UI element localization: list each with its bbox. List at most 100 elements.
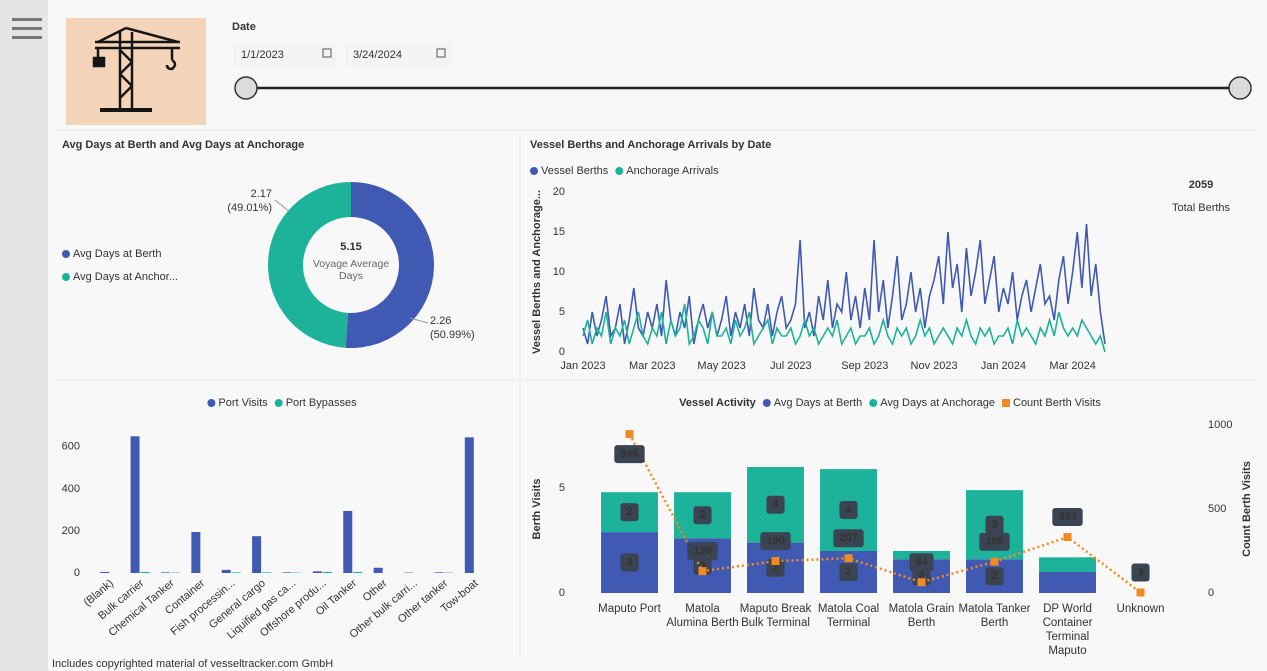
legend-label: Avg Days at Anchorage xyxy=(880,397,995,409)
menu-bar xyxy=(12,27,42,30)
bar xyxy=(231,572,241,573)
data-label-box xyxy=(912,567,931,586)
legend-marker xyxy=(615,167,624,175)
center-value: 5.15 xyxy=(340,241,361,253)
data-label: 333 xyxy=(1058,511,1076,523)
y2-axis-label: Count Berth Visits xyxy=(1241,461,1253,557)
y-tick-label: 400 xyxy=(62,483,80,495)
x-tick-label-box: Unknown xyxy=(1116,603,1165,615)
line-marker xyxy=(1063,533,1072,542)
data-label-box xyxy=(909,553,934,572)
y-tick-label: 5 xyxy=(559,482,565,494)
x-tick-label: May 2023 xyxy=(697,360,745,372)
logo xyxy=(66,18,206,125)
data-label: 130 xyxy=(693,545,711,557)
y-tick-label: 0 xyxy=(559,587,565,599)
line-series xyxy=(628,433,1142,594)
data-label-box xyxy=(839,501,858,520)
menu-button[interactable] xyxy=(12,18,42,39)
y-axis-label: Vessel Berths and Anchorage... xyxy=(531,190,543,354)
legend-label: Avg Days at Berth xyxy=(73,248,161,260)
slider-handle[interactable] xyxy=(234,76,258,100)
legend-marker xyxy=(869,399,878,407)
data-label-box xyxy=(979,532,1010,551)
legend-label: Anchorage Arrivals xyxy=(626,165,719,177)
end-date-input[interactable]: 3/24/2024 xyxy=(345,42,452,67)
chart-title: Avg Days at Berth and Avg Days at Anchor… xyxy=(62,139,304,151)
bar xyxy=(282,572,292,573)
start-date-input[interactable]: 1/1/2023 xyxy=(233,42,336,67)
menu-bar xyxy=(12,36,42,39)
data-label: 2 xyxy=(918,570,924,582)
data-label: 2 xyxy=(626,506,632,518)
line-marker xyxy=(1136,588,1145,597)
data-label: 64 xyxy=(915,556,928,568)
x-tick-label-box: Maputo Break Bulk Terminal xyxy=(740,603,812,629)
data-label-box xyxy=(1131,563,1150,582)
data-label-box xyxy=(839,563,858,581)
crane-icon xyxy=(92,26,180,112)
data-label: 2.17 xyxy=(251,188,272,200)
legend-label: Vessel Berths xyxy=(541,165,609,177)
x-tick-label: Unknown xyxy=(1116,603,1165,615)
data-label: 3 xyxy=(1137,566,1143,578)
logo-background xyxy=(66,18,206,125)
bar xyxy=(100,571,110,573)
legend-marker xyxy=(62,273,70,281)
data-label: 4 xyxy=(845,504,852,516)
data-label: 4 xyxy=(772,499,779,511)
x-tick-label-box: Matola Tanker Berth xyxy=(958,603,1030,629)
y-tick-label: 0 xyxy=(74,567,80,579)
line-marker xyxy=(917,578,926,587)
x-tick-label: Nov 2023 xyxy=(911,360,958,372)
legend-marker xyxy=(1002,399,1011,407)
line-marker xyxy=(625,430,634,439)
x-tick-label: Jan 2024 xyxy=(981,360,1026,372)
y-tick-label: 15 xyxy=(553,226,565,238)
bar xyxy=(373,567,383,573)
line-series xyxy=(582,303,1106,353)
legend-marker xyxy=(530,167,538,175)
x-tick-label-box: Matola Grain Berth xyxy=(889,603,955,629)
bar xyxy=(464,437,474,573)
data-label-box xyxy=(687,542,718,561)
x-tick-label-box: Maputo Port xyxy=(598,603,661,615)
menu-bar xyxy=(12,18,42,21)
legend-marker xyxy=(62,250,70,258)
line-marker xyxy=(990,557,999,566)
legend-label: Avg Days at Berth xyxy=(774,397,862,409)
donut-slice xyxy=(268,182,351,348)
bar xyxy=(252,536,262,573)
data-label-box xyxy=(766,495,785,514)
data-label-box xyxy=(1052,508,1083,527)
data-label: (50.99%) xyxy=(430,329,475,341)
y2-tick-label: 0 xyxy=(1208,587,1214,599)
bar xyxy=(160,572,170,573)
y-tick-label: 200 xyxy=(62,525,80,537)
y-tick-label: 5 xyxy=(559,306,565,318)
kpi-value: 2059 xyxy=(1189,179,1213,191)
donut-slice xyxy=(345,182,435,348)
data-label-box xyxy=(985,567,1004,586)
center-label-box: Voyage Average Days xyxy=(313,258,389,282)
x-tick-label: Maputo Port xyxy=(598,603,661,615)
bar xyxy=(262,572,272,573)
line-marker xyxy=(844,554,853,563)
x-tick-label: Sep 2023 xyxy=(841,360,888,372)
data-label: 946 xyxy=(620,448,638,460)
data-label-box xyxy=(614,445,645,464)
bar xyxy=(353,571,363,573)
data-label: 2 xyxy=(699,509,705,521)
calendar-icon xyxy=(322,48,332,58)
x-tick-label-box: Matola Alumina Berth xyxy=(666,603,738,629)
data-label-box xyxy=(693,506,712,525)
y-tick-label: 600 xyxy=(62,441,80,453)
footer: Includes copyrighted material of vesselt… xyxy=(52,658,333,670)
x-tick-label-box: DP World Container Terminal Maputo xyxy=(1043,603,1093,657)
legend-label: Avg Days at Anchor... xyxy=(73,271,178,283)
slider-handle[interactable] xyxy=(1228,76,1252,100)
x-tick-label: Jul 2023 xyxy=(770,360,812,372)
x-tick-label: Mar 2024 xyxy=(1049,360,1095,372)
calendar-icon xyxy=(436,48,446,58)
